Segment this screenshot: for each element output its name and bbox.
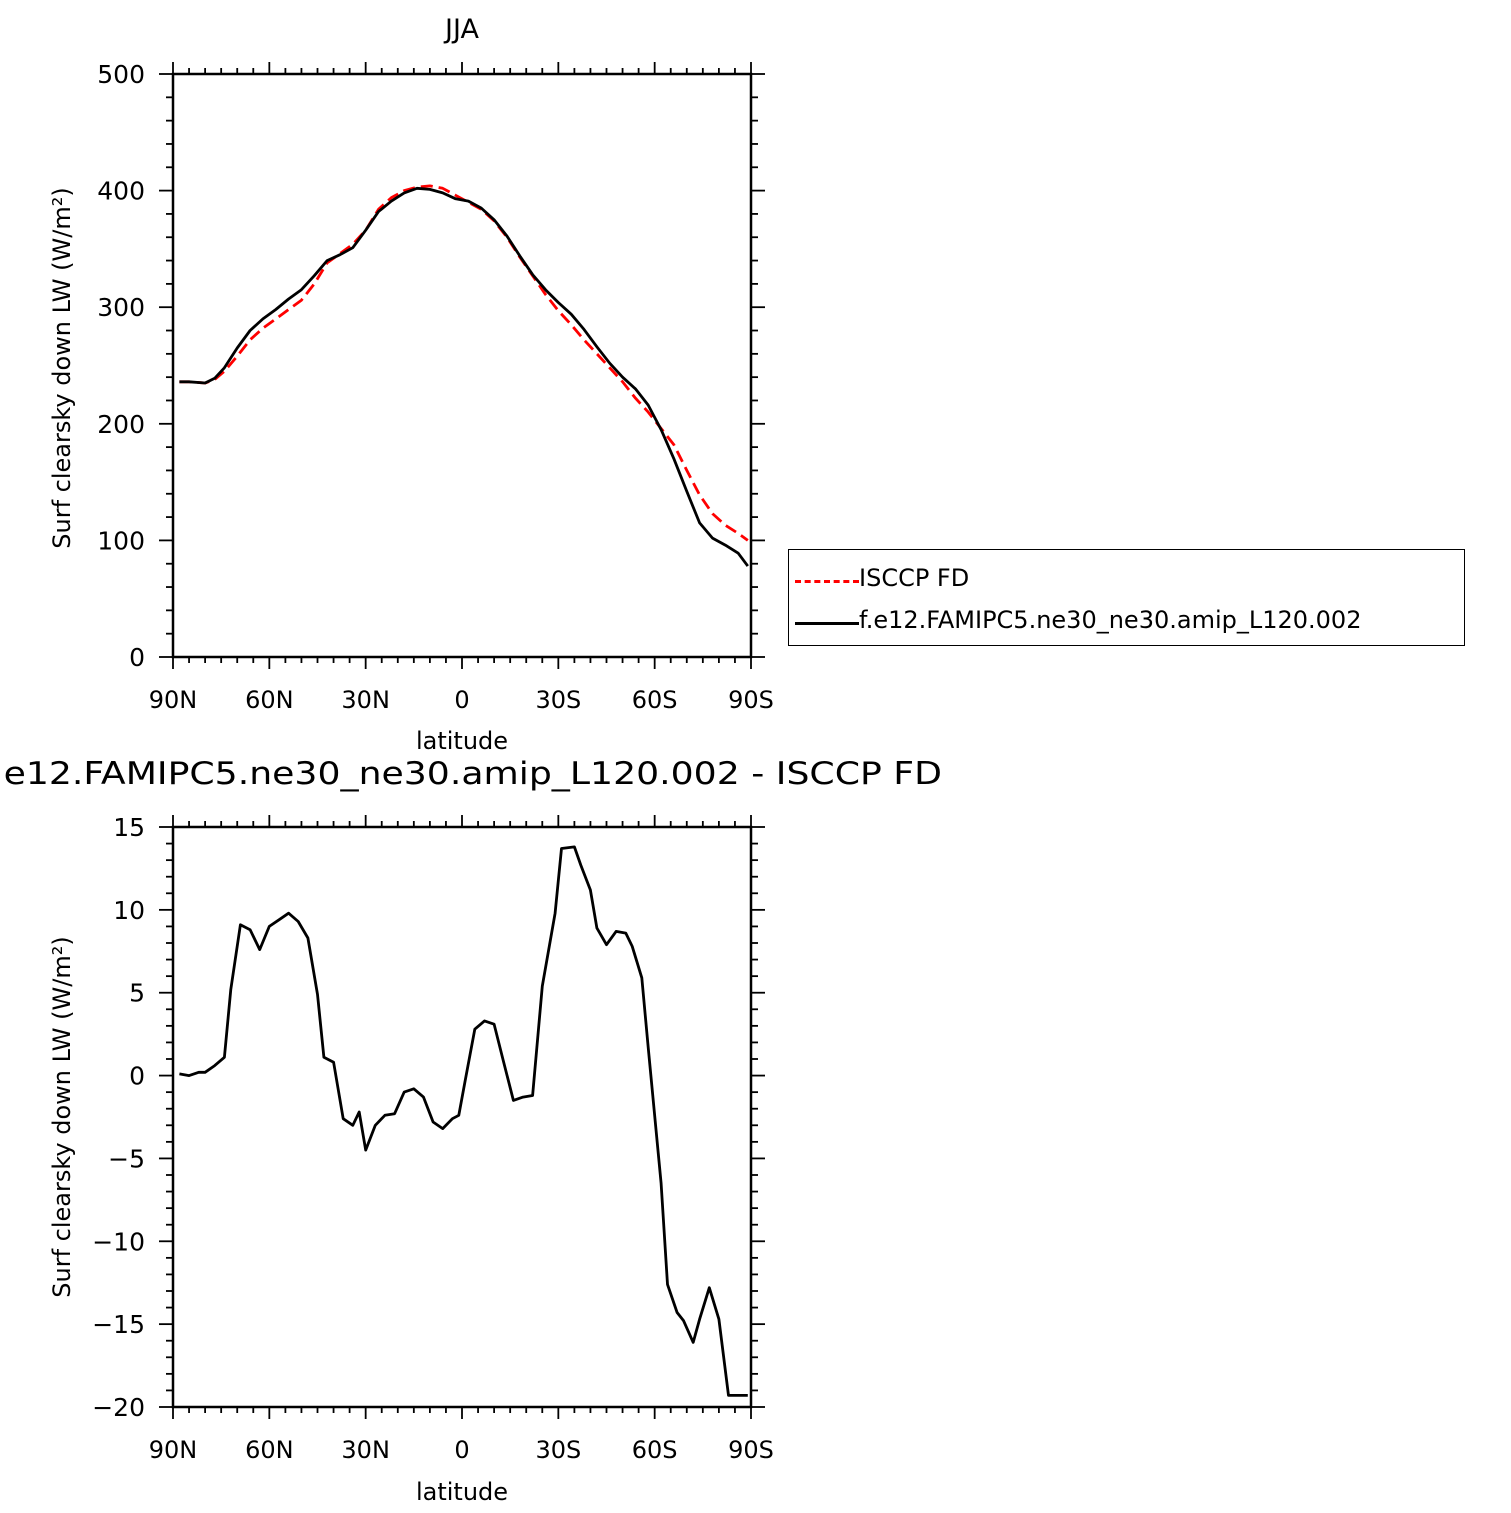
bottom-y-tick-label: −20 [92,1393,145,1422]
top-y-tick-label: 500 [97,60,145,89]
top-x-tick-label: 30N [341,686,390,714]
top-x-tick-label: 90S [728,686,774,714]
bottom-x-tick-label: 30S [535,1436,581,1464]
top-y-tick-label: 100 [97,526,145,555]
top-x-tick-label: 0 [454,686,469,714]
bottom-x-tick-label: 90N [149,1436,198,1464]
bottom-series-line-model [179,845,748,1397]
legend-entry-obs: ISCCP FD [789,556,1464,596]
top-series-line-obs [179,184,749,542]
top-x-tick-label: 60N [245,686,294,714]
top-x-tick-label: 30S [535,686,581,714]
bottom-x-tick-label: 60N [245,1436,294,1464]
legend: ISCCP FD f.e12.FAMIPC5.ne30_ne30.amip_L1… [788,549,1465,646]
top-y-tick-label: 0 [129,643,145,672]
top-series-line-model [179,186,749,567]
bottom-x-tick-label: 0 [454,1436,469,1464]
bottom-y-tick-label: 0 [129,1062,145,1091]
bottom-panel: f.e12.FAMIPC5.ne30_ne30.amip_L120.002 - … [0,756,942,1506]
legend-swatch-model [795,622,859,625]
bottom-chart-title: f.e12.FAMIPC5.ne30_ne30.amip_L120.002 - … [0,756,942,792]
bottom-x-tick-label: 30N [341,1436,390,1464]
bottom-y-tick-label: −15 [92,1310,145,1339]
legend-swatch-obs [795,580,859,583]
bottom-y-tick-label: 15 [113,813,145,842]
bottom-y-tick-label: 5 [129,979,145,1008]
bottom-y-tick-label: −5 [108,1144,145,1173]
bottom-plot-frame [171,825,753,1409]
bottom-x-tick-label: 90S [728,1436,774,1464]
top-x-tick-label: 90N [149,686,198,714]
top-chart-title: JJA [443,14,479,45]
bottom-y-axis-label: Surf clearsky down LW (W/m²) [48,936,76,1297]
bottom-y-tick-label: −10 [92,1227,145,1256]
top-plot-frame [171,72,753,659]
top-x-tick-label: 60S [632,686,678,714]
top-x-axis-label: latitude [416,727,508,755]
top-panel: JJA 90N 60N 30N 0 30S 60S 90S0100200300400500 … [48,14,774,755]
top-y-tick-label: 400 [97,177,145,206]
top-y-tick-label: 300 [97,293,145,322]
top-y-axis-label: Surf clearsky down LW (W/m²) [48,187,76,548]
bottom-x-tick-label: 60S [632,1436,678,1464]
top-y-tick-label: 200 [97,410,145,439]
legend-label-model: f.e12.FAMIPC5.ne30_ne30.amip_L120.002 [859,606,1362,634]
legend-entry-model: f.e12.FAMIPC5.ne30_ne30.amip_L120.002 [789,598,1464,638]
bottom-y-tick-label: 10 [113,896,145,925]
bottom-x-axis-label: latitude [416,1478,508,1506]
legend-label-obs: ISCCP FD [859,564,970,592]
